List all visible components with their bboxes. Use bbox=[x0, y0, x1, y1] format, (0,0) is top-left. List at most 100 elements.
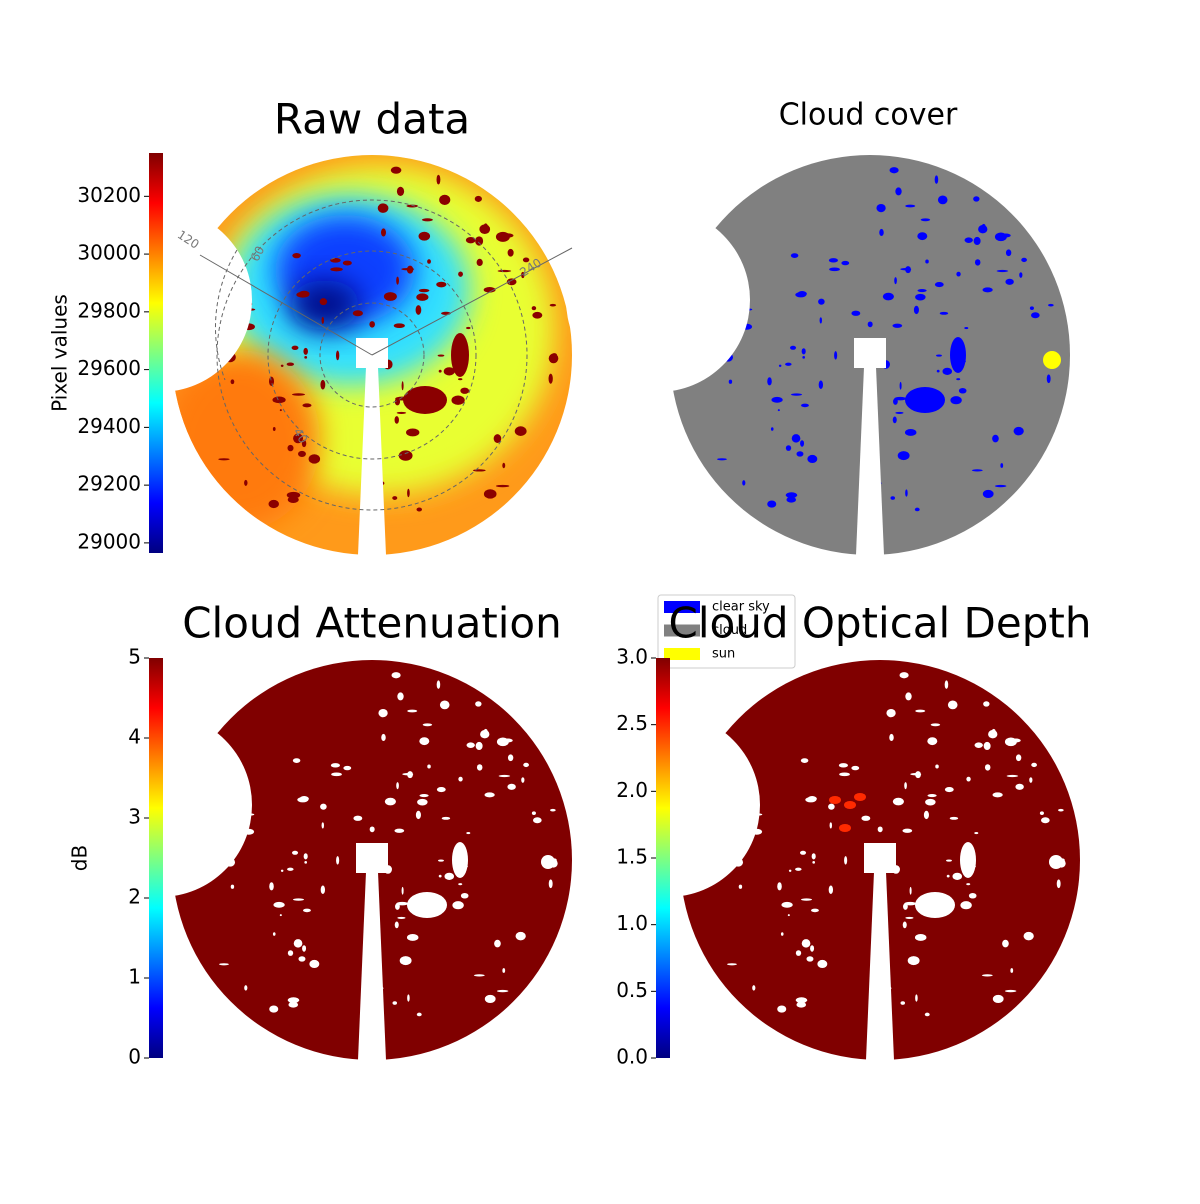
speckle bbox=[894, 277, 897, 285]
speckle bbox=[892, 416, 897, 424]
speckle bbox=[352, 310, 363, 317]
speckle bbox=[515, 931, 526, 941]
speckle bbox=[927, 793, 937, 798]
speckle bbox=[807, 796, 817, 802]
speckle bbox=[913, 305, 919, 315]
speckle bbox=[343, 765, 352, 771]
speckle bbox=[819, 317, 823, 324]
speckle bbox=[924, 1012, 930, 1017]
speckle bbox=[905, 489, 908, 497]
speckle bbox=[437, 354, 445, 357]
speckle bbox=[498, 774, 511, 778]
speckle bbox=[851, 310, 861, 316]
panel-title: Cloud Optical Depth bbox=[669, 599, 1092, 648]
speckle bbox=[268, 499, 279, 509]
speckle bbox=[394, 416, 399, 424]
speckle bbox=[785, 492, 798, 499]
speckle bbox=[474, 195, 482, 202]
legend-swatch bbox=[664, 648, 700, 660]
speckle bbox=[829, 796, 841, 804]
speckle bbox=[335, 350, 340, 361]
speckle bbox=[892, 323, 903, 328]
speckle bbox=[297, 450, 306, 458]
speckle bbox=[945, 859, 952, 862]
speckle bbox=[791, 434, 801, 443]
speckle bbox=[415, 810, 421, 820]
speckle bbox=[981, 223, 986, 230]
speckle bbox=[905, 204, 916, 208]
speckle bbox=[321, 822, 325, 829]
speckle bbox=[336, 856, 340, 865]
speckle bbox=[451, 395, 465, 405]
colorbar-tick-label: 0 bbox=[128, 1045, 141, 1069]
speckle bbox=[897, 451, 910, 461]
speckle bbox=[439, 194, 451, 205]
speckle bbox=[800, 850, 807, 855]
speckle bbox=[523, 762, 529, 768]
speckle bbox=[287, 997, 300, 1004]
speckle bbox=[369, 321, 375, 328]
speckle bbox=[320, 379, 326, 390]
speckle bbox=[839, 824, 851, 832]
speckle bbox=[801, 348, 806, 355]
speckle bbox=[960, 901, 972, 910]
speckle bbox=[1000, 463, 1004, 468]
speckle bbox=[909, 886, 912, 895]
blob bbox=[452, 842, 468, 878]
speckle bbox=[1010, 968, 1014, 973]
speckle bbox=[475, 741, 483, 750]
speckle bbox=[494, 939, 501, 948]
speckle bbox=[778, 364, 782, 367]
speckle bbox=[309, 959, 320, 969]
speckle bbox=[1006, 774, 1019, 778]
speckle bbox=[460, 892, 469, 899]
colorbar-tick-label: 2 bbox=[128, 885, 141, 909]
speckle bbox=[439, 700, 450, 710]
speckle bbox=[828, 258, 838, 263]
speckle bbox=[533, 817, 542, 824]
speckle bbox=[934, 282, 944, 288]
speckle bbox=[812, 861, 816, 864]
speckle bbox=[818, 298, 825, 305]
speckle bbox=[920, 218, 931, 222]
polar-circle bbox=[267, 250, 477, 460]
speckle bbox=[958, 387, 967, 394]
speckle bbox=[785, 445, 792, 451]
speckle bbox=[483, 223, 488, 231]
speckle bbox=[391, 672, 401, 679]
speckle bbox=[785, 362, 792, 366]
speckle bbox=[407, 709, 418, 713]
speckle bbox=[917, 232, 928, 241]
speckle bbox=[930, 723, 941, 727]
speckle bbox=[466, 831, 471, 835]
speckle bbox=[828, 803, 835, 810]
speckle bbox=[473, 974, 485, 977]
speckle bbox=[716, 458, 727, 461]
speckle bbox=[1013, 426, 1024, 436]
speckle bbox=[973, 236, 981, 245]
speckle bbox=[419, 737, 430, 746]
speckle bbox=[971, 469, 983, 472]
speckle bbox=[1015, 754, 1022, 762]
speckle bbox=[244, 479, 248, 486]
speckle bbox=[914, 933, 927, 941]
speckle bbox=[427, 764, 431, 769]
colorbar-tick-label: 3 bbox=[128, 805, 141, 829]
speckle bbox=[292, 758, 301, 763]
speckle bbox=[915, 994, 918, 1002]
speckle bbox=[927, 737, 938, 746]
blob bbox=[950, 337, 966, 373]
speckle bbox=[320, 803, 327, 810]
blob bbox=[403, 386, 447, 414]
speckle bbox=[394, 397, 401, 406]
speckle bbox=[399, 956, 412, 966]
speckle bbox=[886, 708, 896, 718]
speckle bbox=[393, 323, 405, 329]
speckle bbox=[458, 378, 463, 381]
colorbar-tick-label: 2.5 bbox=[616, 711, 648, 735]
speckle bbox=[771, 396, 783, 403]
colorbar-tick-label: 0.0 bbox=[616, 1045, 648, 1069]
speckle bbox=[521, 777, 525, 783]
speckle bbox=[1039, 811, 1044, 815]
colorbar-tick-label: 1 bbox=[128, 965, 141, 989]
